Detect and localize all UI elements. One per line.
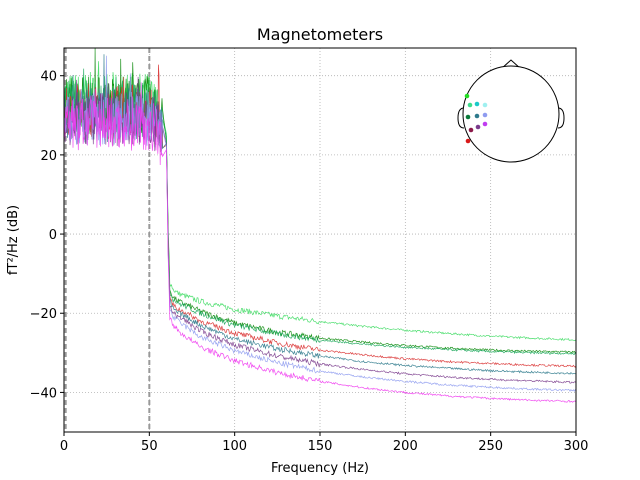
x-tick-label: 250 [478,439,503,454]
head-right-ear [557,107,565,129]
x-tick-label: 200 [393,439,418,454]
x-tick-label: 0 [60,439,68,454]
sensor-dot [482,102,488,108]
sensor-dot [474,101,480,107]
sensor-dot [465,114,471,120]
series-layer [63,47,577,403]
sensor-dot [464,93,470,99]
sensor-dot [467,102,473,108]
y-tick-label: 40 [40,70,57,85]
y-tick-label: −20 [30,307,57,322]
y-tick-label: 0 [49,228,57,243]
sensor-dot [482,112,488,118]
sensor-dot [468,127,474,133]
x-tick-label: 150 [308,439,333,454]
y-tick-label: −40 [30,386,57,401]
sensor-dot [465,138,471,144]
sensor-dots [464,93,488,144]
head-left-ear [457,107,465,129]
y-tick-label: 20 [40,149,57,164]
x-tick-label: 100 [222,439,247,454]
y-axis-label: fT²/Hz (dB) [6,205,21,275]
sensor-dot [475,124,481,130]
x-tick-label: 50 [141,439,158,454]
x-tick-label: 300 [564,439,589,454]
head-outline [462,65,560,163]
chart-title: Magnetometers [257,25,383,44]
series-line [63,82,577,403]
x-axis-label: Frequency (Hz) [271,461,369,476]
sensor-head-map [457,59,565,163]
sensor-dot [474,113,480,119]
sensor-dot [482,121,488,127]
